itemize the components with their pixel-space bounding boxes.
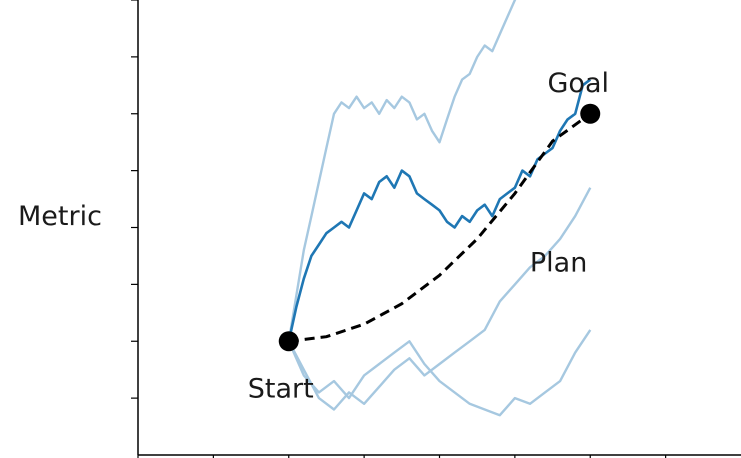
text-labels: Start Goal Plan xyxy=(248,68,609,405)
y-axis-label: Metric xyxy=(18,201,102,232)
faded-trajectory-line-3 xyxy=(287,329,592,417)
goal-label: Goal xyxy=(548,68,610,99)
start-label: Start xyxy=(248,373,314,404)
faded-trajectory-line-2 xyxy=(287,187,592,411)
plan-label: Plan xyxy=(530,248,587,279)
faded-trajectory-line-1 xyxy=(287,0,517,342)
axes xyxy=(131,0,741,458)
points xyxy=(278,103,601,352)
y-ticks xyxy=(131,0,138,399)
plan-line xyxy=(288,112,592,343)
x-ticks xyxy=(137,455,667,458)
faded-trajectories xyxy=(287,0,592,417)
start-point xyxy=(278,331,299,352)
goal-point xyxy=(580,103,601,124)
